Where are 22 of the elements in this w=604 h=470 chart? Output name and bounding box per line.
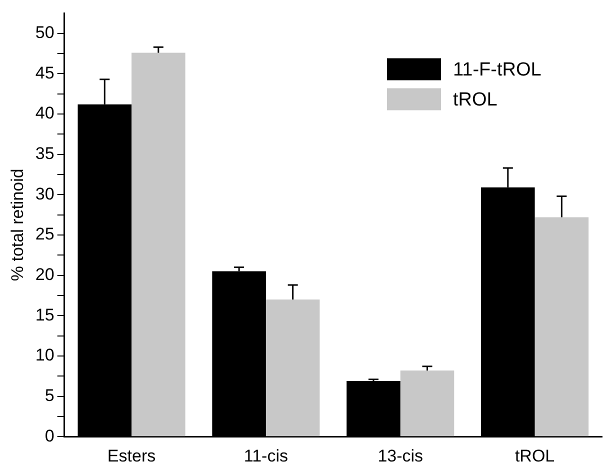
y-tick-label: 20 bbox=[35, 264, 54, 284]
y-tick-label: 25 bbox=[35, 224, 54, 244]
legend-label: 11-F-tROL bbox=[453, 59, 542, 80]
x-tick-label: tROL bbox=[514, 446, 555, 466]
bar bbox=[534, 217, 589, 436]
y-tick-label: 0 bbox=[44, 426, 54, 446]
y-tick-label: 30 bbox=[35, 184, 54, 204]
y-tick-label: 10 bbox=[35, 346, 54, 365]
x-tick-label: 13-cis bbox=[378, 446, 424, 466]
y-tick-label: 15 bbox=[35, 305, 54, 324]
y-tick-label: 5 bbox=[44, 386, 54, 405]
x-tick-label: Esters bbox=[107, 446, 156, 466]
y-tick-label: 45 bbox=[35, 63, 54, 82]
y-axis-title: % total retinoid bbox=[8, 168, 27, 282]
bar bbox=[132, 52, 186, 436]
y-tick-label: 50 bbox=[35, 23, 54, 42]
legend-label: tROL bbox=[453, 89, 498, 110]
bar bbox=[266, 300, 320, 436]
y-tick-label: 35 bbox=[35, 144, 54, 164]
x-tick-label: 11-cis bbox=[244, 446, 288, 466]
bar bbox=[400, 370, 454, 436]
y-tick-label: 40 bbox=[35, 104, 54, 123]
